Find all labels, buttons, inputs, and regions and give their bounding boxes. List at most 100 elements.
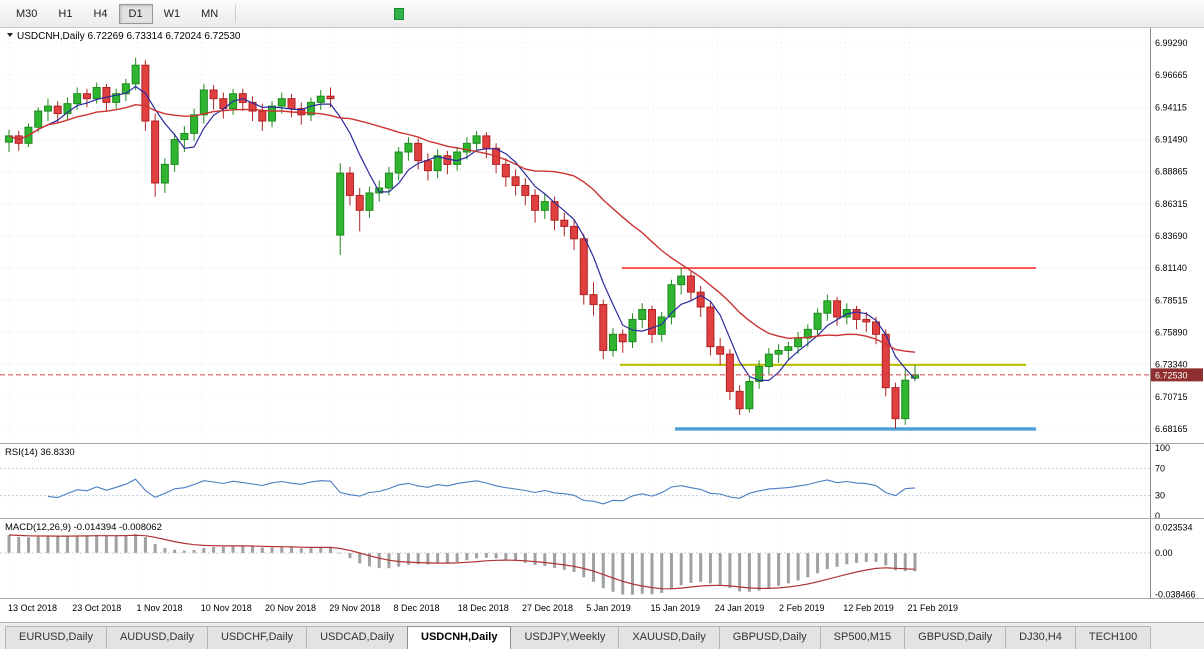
chart-tab-tech100[interactable]: TECH100 xyxy=(1074,626,1152,649)
candle xyxy=(355,194,364,211)
svg-text:6.75890: 6.75890 xyxy=(1155,328,1188,338)
candle xyxy=(404,142,413,153)
candle xyxy=(443,155,452,165)
svg-text:6.68165: 6.68165 xyxy=(1155,424,1188,434)
svg-text:6.88865: 6.88865 xyxy=(1155,167,1188,177)
svg-text:6.78515: 6.78515 xyxy=(1155,295,1188,305)
svg-text:6.73340: 6.73340 xyxy=(1155,360,1188,370)
candle xyxy=(647,309,656,335)
candle xyxy=(813,312,822,330)
chart-area: 6.99290 6.96665 6.94115 6.91490 6.88865 6.863… xyxy=(0,28,1204,622)
candle xyxy=(462,142,471,153)
candle xyxy=(501,163,510,178)
candle xyxy=(73,93,82,105)
chart-tab-usdjpy-weekly[interactable]: USDJPY,Weekly xyxy=(510,626,620,649)
candle xyxy=(423,160,432,172)
candle xyxy=(345,172,354,196)
candle xyxy=(482,135,491,149)
candle xyxy=(696,291,705,308)
candle xyxy=(745,380,754,410)
date-label: 21 Feb 2019 xyxy=(908,603,959,613)
timeframe-button-w1[interactable]: W1 xyxy=(154,4,191,24)
current-price-badge-label: 6.72530 xyxy=(1155,370,1188,380)
current-price-badge xyxy=(1151,368,1203,382)
macd-panel: 0.023534 0.00 -0.038466 MACD(12,26,9) -0.01… xyxy=(0,518,1204,600)
candle xyxy=(5,135,13,143)
date-label: 13 Oct 2018 xyxy=(8,603,57,613)
candle xyxy=(384,172,393,189)
candle xyxy=(716,346,725,355)
candle xyxy=(82,93,91,100)
rsi-line xyxy=(47,478,916,505)
svg-text:6.94115: 6.94115 xyxy=(1155,102,1187,112)
candle xyxy=(901,379,910,420)
candle xyxy=(453,151,462,165)
price-level-lines[interactable] xyxy=(620,267,1036,431)
svg-text:0: 0 xyxy=(1155,511,1160,521)
candle xyxy=(579,238,588,296)
svg-text:6.70715: 6.70715 xyxy=(1155,392,1188,402)
candle xyxy=(589,294,598,306)
chart-tab-usdchf-daily[interactable]: USDCHF,Daily xyxy=(206,626,308,649)
candle xyxy=(287,98,296,110)
macd-signal-line xyxy=(8,534,916,590)
chart-tab-gbpusd-daily[interactable]: GBPUSD,Daily xyxy=(718,626,821,649)
svg-text:100: 100 xyxy=(1155,443,1170,453)
candle xyxy=(268,105,277,122)
candle xyxy=(209,89,218,100)
svg-text:6.96665: 6.96665 xyxy=(1155,70,1188,80)
candle xyxy=(316,95,325,103)
candle xyxy=(131,64,140,85)
candle xyxy=(53,105,62,115)
candle xyxy=(550,201,559,221)
candlestick-chart[interactable]: 6.99290 6.96665 6.94115 6.91490 6.88865 6.863… xyxy=(0,28,1204,622)
ma-fast-blue xyxy=(8,85,916,381)
candle xyxy=(433,155,442,172)
candle xyxy=(618,333,627,343)
timeframe-button-mn[interactable]: MN xyxy=(191,4,228,24)
svg-text:0.023534: 0.023534 xyxy=(1155,523,1193,533)
candle xyxy=(774,349,783,355)
candle xyxy=(365,192,374,211)
date-label: 15 Jan 2019 xyxy=(651,603,701,613)
candle xyxy=(599,304,608,351)
candle xyxy=(531,194,540,211)
candle xyxy=(472,135,481,144)
candle xyxy=(706,306,715,348)
price-axis: 6.99290 6.96665 6.94115 6.91490 6.88865 6.863… xyxy=(1150,28,1203,598)
candle xyxy=(638,309,647,320)
timeframe-button-h4[interactable]: H4 xyxy=(83,4,117,24)
chart-tab-eurusd-daily[interactable]: EURUSD,Daily xyxy=(5,626,107,649)
candle xyxy=(326,95,335,100)
candle xyxy=(891,387,900,420)
candle xyxy=(336,172,345,236)
candle xyxy=(151,120,160,184)
timeframe-button-h1[interactable]: H1 xyxy=(48,4,82,24)
candle xyxy=(540,201,549,211)
chart-tab-usdcnh-daily[interactable]: USDCNH,Daily xyxy=(407,626,512,649)
candle xyxy=(277,98,286,107)
candle xyxy=(823,300,832,314)
candle xyxy=(160,163,169,184)
candle xyxy=(560,219,569,227)
svg-text:6.91490: 6.91490 xyxy=(1155,135,1188,145)
chart-tab-bar: EURUSD,Daily AUDUSD,Daily USDCHF,Daily USDC… xyxy=(0,622,1204,649)
candle xyxy=(833,300,842,318)
chart-title-text: USDCNH,Daily 6.72269 6.73314 6.72024 6.7… xyxy=(17,31,241,42)
svg-text:6.81140: 6.81140 xyxy=(1155,263,1187,273)
chart-tab-xauusd-daily[interactable]: XAUUSD,Daily xyxy=(618,626,720,649)
chart-tab-gbpusd-daily[interactable]: GBPUSD,Daily xyxy=(904,626,1007,649)
date-label: 8 Dec 2018 xyxy=(394,603,440,613)
chart-marker-icon[interactable] xyxy=(394,7,405,20)
chart-tab-dj30-h4[interactable]: DJ30,H4 xyxy=(1005,626,1076,649)
chart-tab-sp500-m15[interactable]: SP500,M15 xyxy=(819,626,906,649)
chart-tab-audusd-daily[interactable]: AUDUSD,Daily xyxy=(105,626,208,649)
timeframe-button-d1[interactable]: D1 xyxy=(118,3,153,24)
collapse-triangle-icon xyxy=(7,33,13,37)
chart-tab-usdcad-daily[interactable]: USDCAD,Daily xyxy=(306,626,409,649)
date-label: 12 Feb 2019 xyxy=(843,603,894,613)
timeframe-button-m30[interactable]: M30 xyxy=(6,4,47,24)
date-label: 1 Nov 2018 xyxy=(137,603,183,613)
svg-text:6.99290: 6.99290 xyxy=(1155,38,1188,48)
date-axis: 13 Oct 2018 23 Oct 2018 1 Nov 2018 10 Nov 2… xyxy=(0,598,1204,613)
